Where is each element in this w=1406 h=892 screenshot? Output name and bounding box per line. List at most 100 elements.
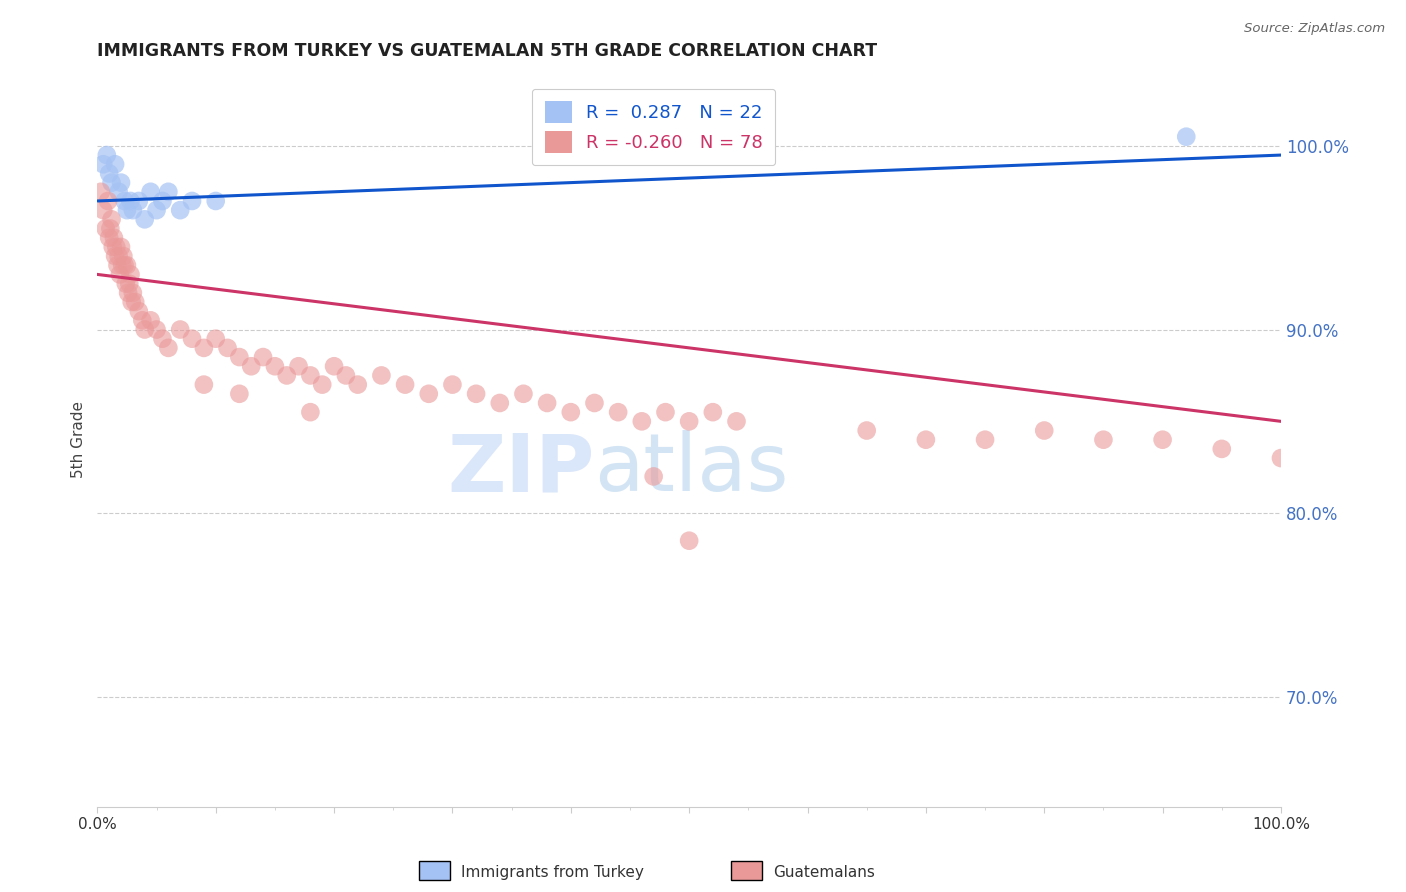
Point (114, 277, 136, 291)
Point (107, 185, 129, 199)
Point (560, 405, 582, 419)
Point (121, 285, 143, 300)
Point (193, 377, 215, 392)
Point (115, 203, 138, 218)
Point (181, 194, 204, 208)
Point (157, 185, 180, 199)
Point (139, 185, 162, 199)
Point (100, 212, 122, 227)
Point (488, 396, 510, 410)
Point (583, 396, 606, 410)
Point (128, 194, 150, 208)
Point (104, 157, 127, 171)
Point (1033, 424, 1056, 438)
Point (121, 203, 143, 218)
Point (110, 240, 132, 254)
Point (108, 268, 131, 282)
Point (418, 386, 440, 401)
Point (1092, 433, 1115, 447)
Point (152, 194, 174, 208)
Point (276, 368, 298, 383)
Point (98, 221, 121, 235)
Point (974, 433, 997, 447)
Point (118, 277, 141, 291)
Point (169, 322, 191, 336)
Point (157, 341, 180, 355)
Point (91, 157, 114, 171)
Point (105, 240, 128, 254)
Point (120, 268, 142, 282)
Point (287, 359, 309, 374)
Point (120, 194, 142, 208)
Point (115, 258, 138, 272)
Point (204, 332, 226, 346)
Point (107, 249, 129, 263)
Point (855, 424, 877, 438)
Point (97, 194, 120, 208)
Point (678, 414, 700, 428)
Point (121, 295, 143, 310)
Point (299, 368, 322, 383)
Point (124, 295, 146, 310)
Point (111, 258, 134, 272)
Point (536, 396, 558, 410)
Point (91, 203, 114, 218)
Point (114, 194, 136, 208)
Point (678, 533, 700, 548)
Point (181, 332, 204, 346)
Point (193, 341, 215, 355)
Point (323, 359, 346, 374)
Text: Source: ZipAtlas.com: Source: ZipAtlas.com (1244, 22, 1385, 36)
Point (98, 166, 121, 180)
Point (335, 368, 357, 383)
Point (134, 212, 156, 227)
Text: IMMIGRANTS FROM TURKEY VS GUATEMALAN 5TH GRADE CORRELATION CHART: IMMIGRANTS FROM TURKEY VS GUATEMALAN 5TH… (97, 42, 877, 60)
Point (394, 377, 416, 392)
Text: Immigrants from Turkey: Immigrants from Turkey (461, 865, 644, 880)
Point (152, 332, 174, 346)
Point (1175, 129, 1198, 144)
Point (114, 258, 136, 272)
Point (204, 194, 226, 208)
Y-axis label: 5th Grade: 5th Grade (72, 401, 86, 478)
Point (465, 386, 488, 401)
Point (134, 322, 156, 336)
Point (90, 185, 112, 199)
Text: Guatemalans: Guatemalans (773, 865, 875, 880)
Point (145, 322, 167, 336)
Point (702, 405, 724, 419)
Point (117, 285, 139, 300)
Point (131, 313, 153, 327)
Point (370, 368, 392, 383)
Point (1211, 442, 1233, 456)
Text: ZIP: ZIP (447, 430, 595, 508)
Point (630, 414, 652, 428)
Point (915, 433, 938, 447)
Point (217, 341, 239, 355)
Point (100, 176, 122, 190)
Point (264, 359, 287, 374)
Point (240, 359, 263, 374)
Point (98, 230, 121, 244)
Point (678, 139, 700, 153)
Point (103, 230, 125, 244)
Point (346, 377, 368, 392)
Point (107, 258, 129, 272)
Point (139, 313, 162, 327)
Point (128, 304, 150, 318)
Point (94, 221, 117, 235)
Point (654, 405, 676, 419)
Point (228, 386, 250, 401)
Legend: R =  0.287   N = 22, R = -0.260   N = 78: R = 0.287 N = 22, R = -0.260 N = 78 (531, 89, 776, 165)
Point (252, 350, 274, 364)
Point (228, 350, 250, 364)
Point (169, 203, 191, 218)
Point (643, 469, 665, 483)
Point (299, 405, 322, 419)
Point (1270, 451, 1292, 466)
Point (110, 176, 132, 190)
Point (96, 148, 118, 162)
Text: atlas: atlas (595, 430, 789, 508)
Point (725, 414, 748, 428)
Point (112, 249, 135, 263)
